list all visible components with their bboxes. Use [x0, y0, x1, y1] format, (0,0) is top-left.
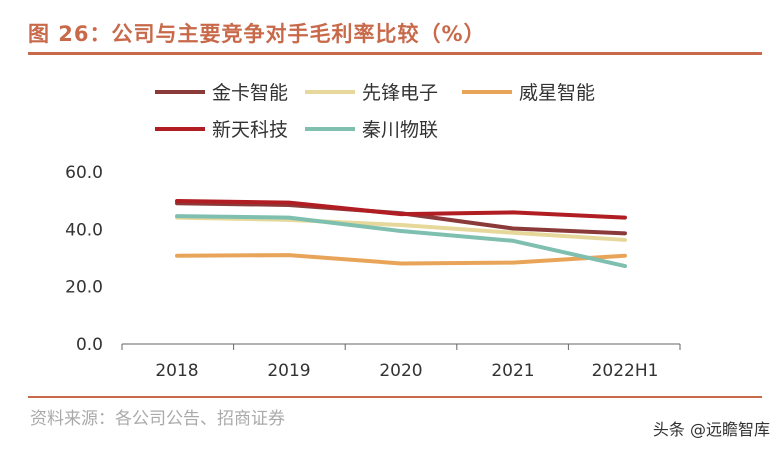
- x-tick-label: 2019: [267, 361, 310, 381]
- x-tick-label: 2021: [491, 361, 534, 381]
- series-line-先锋电子: [175, 215, 627, 242]
- legend-label: 威星智能: [519, 82, 595, 104]
- watermark: 头条 @远瞻智库: [652, 420, 770, 439]
- y-tick-label: 60.0: [65, 163, 103, 183]
- legend-label: 秦川物联: [362, 119, 438, 141]
- x-tick-label: 2022H1: [592, 361, 659, 381]
- x-tick-label: 2018: [155, 361, 198, 381]
- series-line-新天科技: [175, 198, 627, 220]
- y-tick-label: 40.0: [65, 220, 103, 240]
- footer-rule: [28, 396, 762, 398]
- source-note: 资料来源：各公司公告、招商证券: [30, 409, 285, 429]
- series-line-威星智能: [175, 253, 627, 266]
- legend-label: 先锋电子: [362, 82, 438, 104]
- series-line-秦川物联: [175, 214, 627, 269]
- x-tick-label: 2020: [379, 361, 422, 381]
- figure-title: 图 26：公司与主要竞争对手毛利率比较（%）: [28, 22, 486, 46]
- legend-label: 金卡智能: [212, 82, 288, 104]
- legend-label: 新天科技: [212, 119, 288, 141]
- title-rule: [28, 52, 762, 55]
- y-tick-label: 20.0: [65, 278, 103, 298]
- y-tick-label: 0.0: [76, 335, 103, 355]
